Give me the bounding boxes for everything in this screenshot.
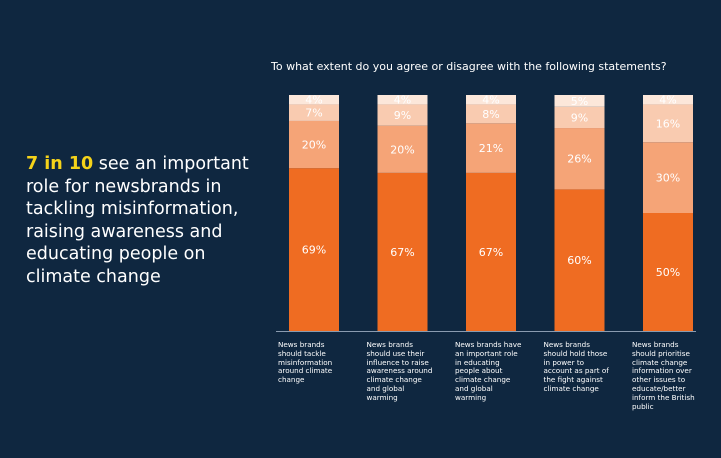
data-label-3-2: 21% — [479, 142, 503, 155]
bar-segment-3-1 — [466, 172, 516, 331]
bar-segment-4-3 — [554, 106, 605, 129]
data-label-5-3: 16% — [656, 117, 680, 130]
bar-segment-5-2 — [643, 142, 693, 213]
bar-segment-1-4 — [289, 95, 339, 105]
data-label-1-1: 69% — [302, 244, 326, 257]
data-label-1-3: 7% — [305, 107, 322, 120]
headline: 7 in 10 see an important role for newsbr… — [26, 153, 266, 288]
bar-segment-3-4 — [466, 95, 516, 105]
data-label-2-1: 67% — [390, 246, 414, 259]
data-label-2-3: 9% — [394, 109, 411, 122]
data-label-2-2: 20% — [390, 143, 414, 156]
bar-segment-1-1 — [289, 168, 339, 331]
bar-segment-4-2 — [554, 128, 605, 190]
data-label-3-3: 8% — [482, 108, 499, 121]
data-label-5-4: 4% — [659, 94, 676, 107]
bar-segment-3-3 — [466, 104, 516, 124]
data-label-5-2: 30% — [656, 172, 680, 185]
bar-segment-1-2 — [289, 120, 339, 169]
bar-segment-2-3 — [377, 104, 428, 126]
data-label-4-4: 5% — [571, 95, 588, 108]
data-label-3-1: 67% — [479, 246, 503, 259]
data-label-4-2: 26% — [567, 153, 591, 166]
bar-segment-3-2 — [466, 123, 516, 173]
data-label-4-1: 60% — [567, 254, 591, 267]
data-label-1-4: 4% — [305, 94, 322, 107]
category-label-3: News brands have an important role in ed… — [455, 340, 522, 402]
bar-segment-1-3 — [289, 104, 339, 121]
data-label-2-4: 4% — [394, 94, 411, 107]
headline-highlight: 7 in 10 — [26, 154, 94, 174]
data-label-3-4: 4% — [482, 94, 499, 107]
bar-segment-5-4 — [643, 95, 693, 105]
category-label-2: News brands should use their influence t… — [366, 340, 433, 402]
chart-title: To what extent do you agree or disagree … — [271, 60, 667, 73]
data-label-4-3: 9% — [571, 111, 588, 124]
category-label-1: News brands should tackle misinformation… — [278, 340, 333, 385]
bar-segment-4-1 — [554, 189, 605, 331]
data-label-5-1: 50% — [656, 266, 680, 279]
data-label-1-2: 20% — [302, 139, 326, 152]
bar-segment-2-1 — [377, 172, 428, 331]
category-label-4: News brands should hold those in power t… — [543, 340, 609, 393]
category-label-5: News brands should prioritise climate ch… — [632, 340, 695, 411]
bar-segment-5-3 — [643, 104, 693, 143]
bar-segment-2-2 — [377, 125, 428, 173]
bar-segment-5-1 — [643, 213, 693, 331]
bar-segment-4-4 — [554, 95, 605, 107]
headline-text: see an important role for newsbrands in … — [26, 154, 249, 287]
bar-segment-2-4 — [377, 95, 428, 105]
